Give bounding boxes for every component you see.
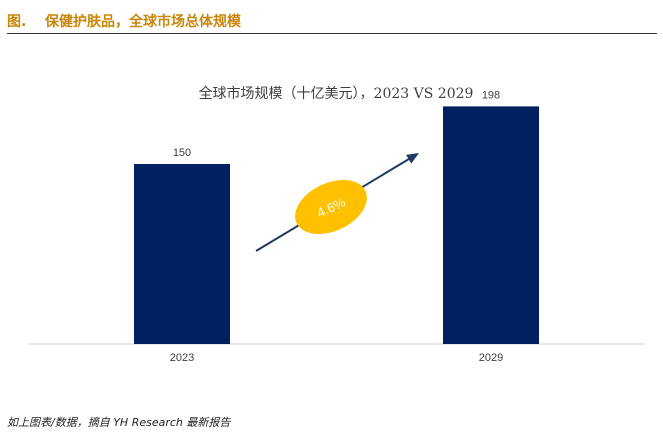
bar-2023 bbox=[134, 164, 230, 344]
figure-title: 保健护肤品，全球市场总体规模 bbox=[45, 14, 241, 30]
data-label-2029: 198 bbox=[482, 89, 500, 101]
x-tick-2023: 2023 bbox=[170, 352, 194, 364]
bar-chart: 全球市场规模（十亿美元），2023 VS 2029150202319820294… bbox=[28, 85, 645, 364]
data-label-2023: 150 bbox=[173, 147, 191, 159]
growth-arrow-head bbox=[406, 153, 419, 164]
bar-2029 bbox=[443, 106, 539, 345]
chart-title: 全球市场规模（十亿美元），2023 VS 2029 bbox=[199, 85, 474, 102]
figure-label: 图. bbox=[7, 14, 27, 30]
figure-header: 图. 保健护肤品，全球市场总体规模 bbox=[7, 9, 657, 34]
source-note: 如上图表/数据，摘自 YH Research 最新报告 bbox=[7, 416, 231, 429]
x-tick-2029: 2029 bbox=[479, 352, 503, 364]
growth-rate-ellipse bbox=[295, 179, 367, 235]
